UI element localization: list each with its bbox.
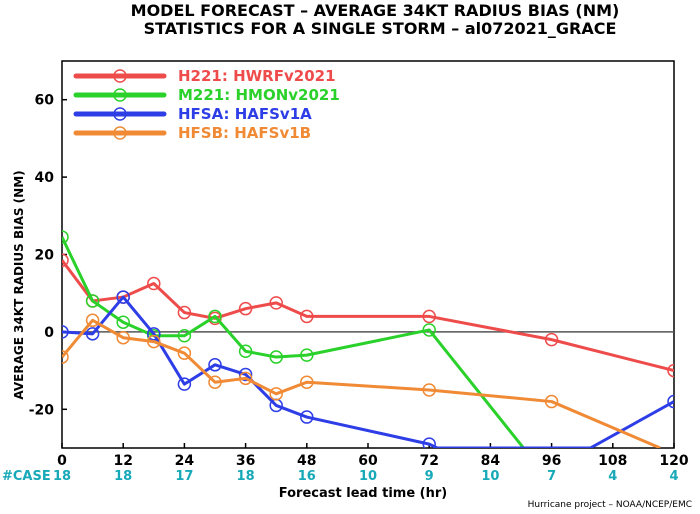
data-point	[147, 276, 161, 291]
data-point	[300, 410, 314, 424]
legend-label: M221: HMONv2021	[178, 86, 340, 104]
y-tick-label: 20	[35, 248, 55, 264]
data-point	[238, 301, 253, 316]
case-count: 18	[114, 469, 132, 484]
x-tick-label: 60	[358, 453, 378, 469]
x-tick-label: 48	[297, 453, 316, 469]
case-count: 18	[237, 469, 255, 484]
x-tick-label: 108	[598, 453, 627, 469]
plot-frame	[61, 60, 675, 449]
legend-marker	[113, 126, 127, 140]
y-tick-label: 40	[35, 170, 55, 186]
data-point	[147, 334, 161, 349]
case-count: 4	[608, 469, 617, 484]
data-point	[147, 327, 161, 341]
case-count: 16	[298, 469, 316, 484]
case-count: 4	[669, 469, 678, 484]
data-point	[269, 387, 283, 401]
data-point	[116, 330, 130, 345]
data-point	[238, 344, 253, 358]
data-point	[422, 323, 436, 337]
legend-marker	[113, 88, 127, 102]
data-point	[667, 394, 674, 409]
case-count: 9	[425, 469, 434, 484]
legend-label: HFSB: HAFSv1B	[178, 124, 311, 142]
y-tick-label: -20	[29, 402, 55, 418]
data-point	[422, 309, 436, 324]
legend-marker	[113, 107, 127, 121]
data-point	[544, 332, 559, 347]
x-tick-label: 120	[659, 453, 688, 469]
y-tick-label: 60	[35, 93, 55, 109]
data-point	[177, 377, 192, 391]
x-tick-label: 84	[481, 453, 501, 469]
y-tick-label: 0	[44, 325, 54, 341]
data-point	[62, 230, 69, 244]
data-point	[116, 315, 130, 329]
data-point	[62, 325, 69, 339]
x-tick-label: 36	[236, 453, 255, 469]
data-point	[177, 305, 192, 320]
case-count: 17	[175, 469, 193, 484]
x-tick-label: 12	[113, 453, 132, 469]
credit-text: Hurricane project – NOAA/NCEP/EMC	[528, 500, 692, 510]
case-count: 10	[359, 469, 377, 484]
data-point	[177, 346, 192, 360]
data-point	[208, 309, 222, 324]
data-point	[269, 296, 283, 310]
data-point	[208, 358, 222, 372]
data-point	[177, 329, 192, 343]
data-point	[422, 383, 436, 397]
case-count: 18	[53, 469, 71, 484]
series-line	[62, 236, 525, 448]
data-point	[269, 350, 283, 364]
case-count-label: #CASE	[2, 469, 51, 484]
data-point	[238, 367, 253, 382]
x-tick-label: 24	[175, 453, 195, 469]
series-line	[62, 295, 674, 448]
chart-subtitle: STATISTICS FOR A SINGLE STORM – al072021…	[144, 19, 617, 38]
data-point	[85, 327, 100, 341]
plot-area: 0 12 24 36 48 60 72 84 96 108 120 -20 0 20 40 60 18 18 17 1…	[29, 60, 689, 484]
data-point	[208, 375, 222, 389]
data-point	[300, 375, 314, 389]
legend-marker	[113, 69, 127, 83]
data-point	[238, 371, 253, 386]
case-count: 7	[547, 469, 556, 484]
data-point	[422, 437, 436, 448]
data-point	[85, 294, 100, 308]
data-point	[85, 313, 100, 328]
y-axis-label: AVERAGE 34KT RADIUS BIAS (NM)	[12, 170, 26, 399]
case-count: 10	[481, 469, 499, 484]
x-tick-label: 0	[57, 453, 67, 469]
chart-title: MODEL FORECAST – AVERAGE 34KT RADIUS BIA…	[131, 1, 620, 20]
data-point	[62, 253, 69, 268]
x-axis-label: Forecast lead time (hr)	[279, 486, 447, 501]
x-tick-label: 96	[542, 453, 561, 469]
data-point	[116, 290, 130, 304]
series-line	[62, 259, 674, 373]
data-point	[300, 348, 314, 362]
x-tick-label: 72	[419, 453, 438, 469]
data-point	[300, 309, 314, 324]
data-point	[544, 394, 559, 409]
series-group	[62, 230, 674, 448]
legend-label: HFSA: HAFSv1A	[178, 105, 312, 123]
data-point	[667, 363, 674, 378]
legend-label: H221: HWRFv2021	[178, 67, 336, 85]
data-point	[62, 350, 69, 364]
